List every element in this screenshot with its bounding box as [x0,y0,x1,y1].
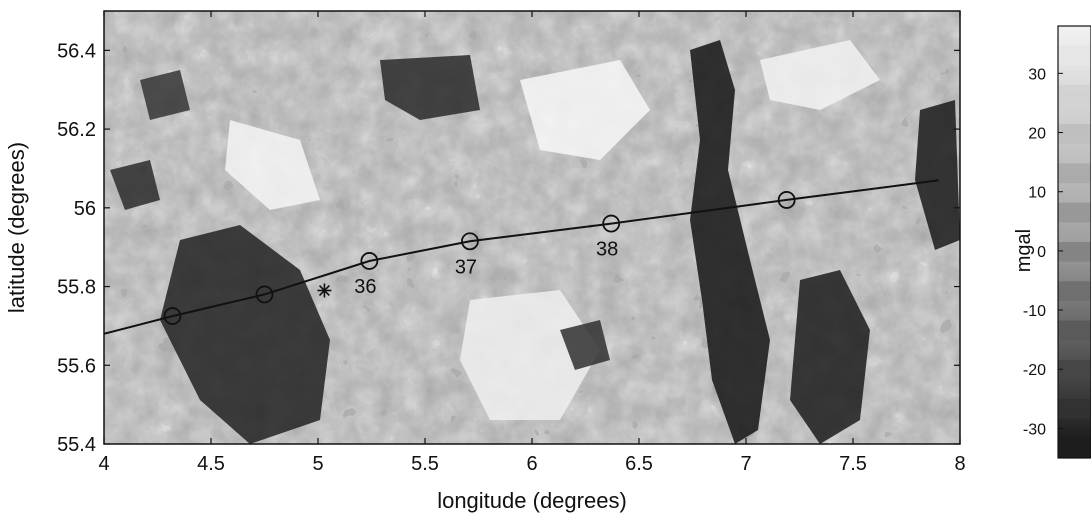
x-tick-label: 4.5 [197,453,225,475]
waypoint-marker [360,252,379,270]
colorbar-tick-label: 30 [1028,66,1046,83]
waypoint-marker [163,307,182,325]
waypoint-label: 36 [354,276,376,298]
x-tick-label: 4 [98,453,109,475]
y-tick-label: 56.2 [57,119,96,141]
colorbar-label: mgal [1013,229,1035,272]
anomaly-patch [760,40,880,110]
map-plot-area: 36 37 38 [103,10,961,445]
x-tick-label: 6.5 [625,453,653,475]
y-tick-label: 55.4 [57,434,96,456]
colorbar-tick-label: -30 [1023,421,1046,438]
waypoint-marker [777,191,796,209]
x-tick-label: 7.5 [839,453,867,475]
anomaly-patch [140,70,190,120]
waypoint-marker [255,285,274,304]
colorbar-bands [1058,45,1091,458]
waypoint-marker [461,232,479,251]
x-axis: 4 4.5 5 5.5 6 6.5 7 7.5 8 [98,11,966,475]
colorbar-frame [1057,25,1091,459]
y-tick-label: 55.8 [57,277,96,299]
colorbar-tick-label: 20 [1028,126,1046,143]
survey-track-line [104,179,939,335]
x-axis-label: longitude (degrees) [437,488,627,513]
anomaly-patch [460,290,600,420]
gravity-field-anomalies [110,40,960,444]
anomaly-patch [690,40,770,444]
anomaly-patch [110,160,160,210]
x-tick-label: 5 [312,453,323,475]
colorbar-tick-label: 10 [1028,185,1046,202]
colorbar-band [1058,399,1091,419]
colorbar-ticks: 30 20 10 0 -10 -20 -30 [1023,66,1063,438]
anomaly-patch [915,100,960,250]
colorbar-band [1058,281,1091,301]
y-tick-label: 56.4 [57,40,96,62]
anomaly-patch [380,55,480,120]
y-tick-label: 56 [74,198,96,220]
colorbar-band [1058,359,1091,380]
waypoint-marker [602,214,621,233]
colorbar-tick-label: 0 [1037,244,1046,261]
waypoint-label: 38 [596,239,618,261]
anomaly-patch [160,225,330,444]
colorbar-band [1058,163,1091,184]
colorbar-band [1058,45,1091,66]
waypoint-label: 37 [455,256,477,278]
colorbar-band [1058,242,1091,262]
star-marker [317,283,332,298]
anomaly-patch [790,270,870,444]
y-tick-label: 55.6 [57,355,96,377]
colorbar-band [1058,320,1091,341]
colorbar: 30 20 10 0 -10 -20 -30 mgal [1013,25,1091,459]
colorbar-tick-label: -10 [1023,303,1046,320]
survey-track-layer: 36 37 38 [104,179,939,335]
colorbar-band [1058,124,1091,144]
colorbar-band [1058,202,1091,223]
colorbar-band [1058,84,1091,105]
anomaly-patch [520,60,650,160]
colorbar-band [1058,438,1091,458]
colorbar-tick-label: -20 [1023,362,1046,379]
y-axis-label: latitude (degrees) [4,142,29,313]
anomaly-patch [225,120,320,210]
y-axis: 55.4 55.6 55.8 56 56.2 56.4 [57,40,960,456]
x-tick-label: 7 [740,453,751,475]
x-tick-label: 5.5 [411,453,439,475]
x-tick-label: 8 [954,453,965,475]
anomaly-patch [560,320,610,370]
x-tick-label: 6 [526,453,537,475]
